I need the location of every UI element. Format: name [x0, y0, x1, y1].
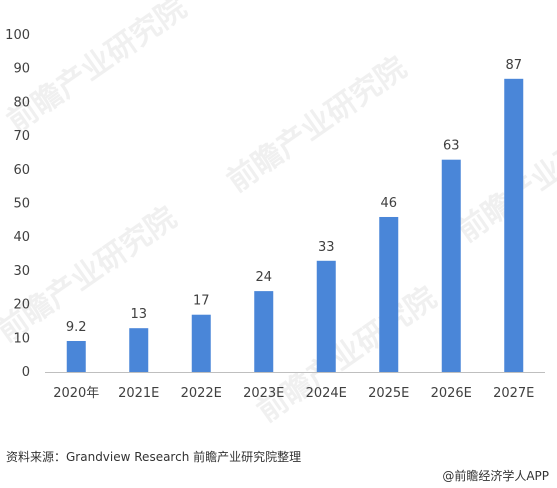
value-labels: 9.2 13 17 24 33 46 63 87 — [66, 58, 522, 335]
data-label: 24 — [255, 270, 272, 285]
y-axis: 0 10 20 30 40 50 60 70 80 90 100 — [5, 28, 30, 380]
source-note: 资料来源：Grandview Research 前瞻产业研究院整理 — [6, 450, 302, 464]
y-tick-label: 30 — [13, 264, 30, 279]
bars — [66, 78, 524, 372]
x-tick-label: 2021E — [118, 386, 159, 401]
bar — [504, 78, 524, 372]
x-tick-label: 2020年 — [53, 386, 99, 401]
y-tick-label: 0 — [22, 365, 30, 380]
bar — [191, 314, 211, 372]
x-tick-label: 2024E — [306, 386, 347, 401]
y-tick-label: 20 — [13, 298, 30, 313]
y-tick-label: 60 — [13, 163, 30, 178]
x-tick-label: 2023E — [243, 386, 284, 401]
bar — [441, 159, 461, 372]
y-tick-label: 10 — [13, 331, 30, 346]
data-label: 63 — [443, 139, 460, 154]
bar-chart: 0 10 20 30 40 50 60 70 80 90 100 9.2 13 17 24 33 46 63 87… — [5, 28, 545, 401]
y-tick-label: 50 — [13, 197, 30, 212]
x-tick-label: 2025E — [368, 386, 409, 401]
data-label: 17 — [193, 294, 210, 309]
x-tick-label: 2026E — [431, 386, 472, 401]
x-tick-label: 2027E — [493, 386, 534, 401]
bar — [379, 216, 399, 372]
data-label: 33 — [318, 240, 335, 255]
y-tick-label: 90 — [13, 62, 30, 77]
data-label: 9.2 — [66, 320, 87, 335]
x-axis: 2020年 2021E 2022E 2023E 2024E 2025E 2026E 2027E — [53, 386, 534, 401]
y-tick-label: 40 — [13, 230, 30, 245]
bar — [129, 328, 149, 372]
data-label: 46 — [380, 196, 397, 211]
bar — [66, 340, 86, 372]
credit-note: @前瞻经济学人APP — [442, 469, 549, 483]
data-label: 87 — [505, 58, 522, 73]
data-label: 13 — [130, 307, 147, 322]
x-tick-label: 2022E — [181, 386, 222, 401]
y-tick-label: 80 — [13, 95, 30, 110]
y-tick-label: 100 — [5, 28, 30, 43]
bar — [254, 291, 274, 372]
bar — [316, 260, 336, 372]
y-tick-label: 70 — [13, 129, 30, 144]
